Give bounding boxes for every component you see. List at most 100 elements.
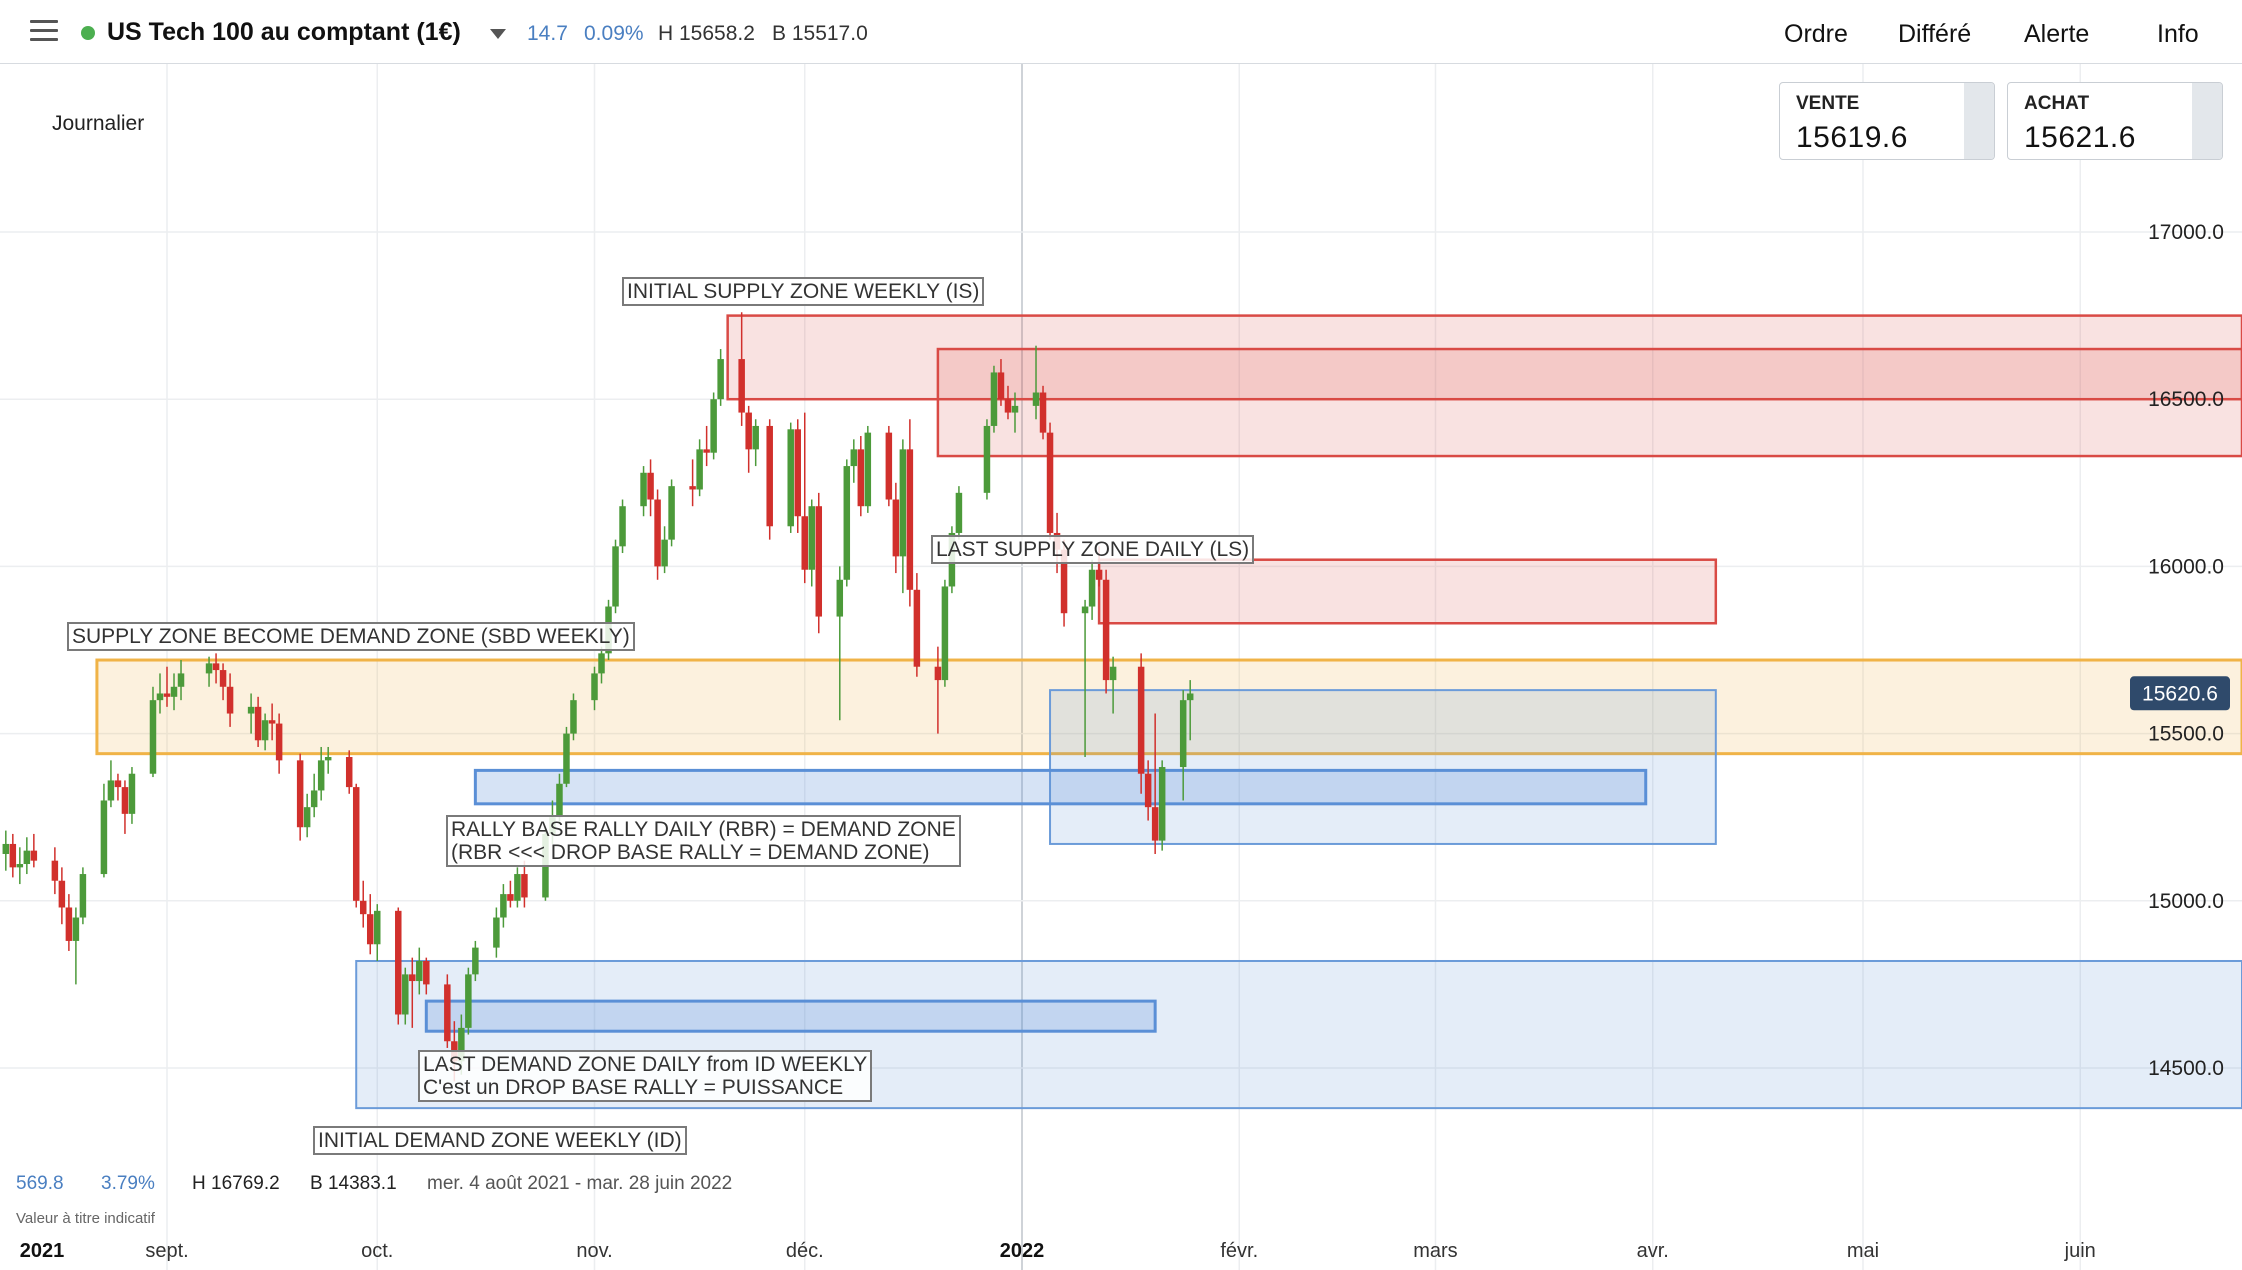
candle-up <box>1011 405 1019 413</box>
candle-up <box>1081 606 1089 614</box>
annotation-initial-demand[interactable]: INITIAL DEMAND ZONE WEEKLY (ID) <box>313 1126 687 1155</box>
candle-up <box>16 864 24 868</box>
candle-down <box>892 499 900 557</box>
current-price-tag <box>2130 676 2230 711</box>
annotation-text: LAST DEMAND ZONE DAILY from ID WEEKLY <box>423 1053 868 1076</box>
range-change-percent: 3.79% <box>101 1173 155 1194</box>
candle-up <box>563 733 570 784</box>
candle-down <box>906 449 914 590</box>
order-button[interactable]: Ordre <box>1784 20 1848 48</box>
candle-down <box>1137 666 1145 774</box>
sell-label: VENTE <box>1796 93 1860 114</box>
annotation-text: INITIAL DEMAND ZONE WEEKLY (ID) <box>318 1129 682 1152</box>
candle-down <box>268 720 276 724</box>
candle-up <box>941 586 949 681</box>
range-high: H 16769.2 <box>192 1173 280 1194</box>
candle-down <box>121 787 129 814</box>
candle-down <box>647 472 654 500</box>
x-axis-label: juin <box>2064 1240 2096 1262</box>
info-button[interactable]: Info <box>2157 20 2199 48</box>
candle-down <box>654 499 661 567</box>
annotation-last-supply[interactable]: LAST SUPPLY ZONE DAILY (LS) <box>931 535 1255 564</box>
candle-up <box>661 539 668 567</box>
candle-up <box>983 425 991 493</box>
candle-down <box>51 860 59 881</box>
candle-down <box>1046 432 1054 533</box>
timeframe-label[interactable]: Journalier <box>52 112 145 135</box>
candle-up <box>317 760 325 791</box>
candle-up <box>493 917 500 948</box>
candle-up <box>598 653 605 674</box>
sell-price-box[interactable]: VENTE 15619.6 <box>1779 82 1995 160</box>
buy-label: ACHAT <box>2024 93 2090 114</box>
candle-down <box>444 984 451 1042</box>
candle-down <box>857 449 865 507</box>
candle-up <box>247 706 255 714</box>
candle-up <box>472 947 479 975</box>
y-axis-label: 17000.0 <box>2148 221 2224 244</box>
candle-up <box>570 700 577 734</box>
x-axis-label: déc. <box>785 1240 824 1262</box>
candle-up <box>990 372 998 426</box>
candle-down <box>1039 392 1047 433</box>
candle-down <box>1095 569 1103 580</box>
annotation-last-demand[interactable]: LAST DEMAND ZONE DAILY from ID WEEKLY C'… <box>418 1050 873 1102</box>
x-axis-label: 2022 <box>999 1240 1045 1262</box>
zone-last-demand-daily <box>424 999 1157 1033</box>
candle-down <box>423 960 430 985</box>
alert-button[interactable]: Alerte <box>2024 20 2090 48</box>
price-change: 14.7 <box>527 22 568 45</box>
candle-up <box>107 780 115 801</box>
candle-up <box>149 700 157 774</box>
current-price-label: 15620.6 <box>2142 682 2218 705</box>
candle-down <box>801 516 808 570</box>
candle-up <box>1158 767 1166 841</box>
candle-down <box>409 974 416 982</box>
x-axis-label: nov. <box>576 1240 613 1262</box>
candle-down <box>366 914 374 945</box>
candle-up <box>619 506 626 547</box>
chevron-down-icon[interactable] <box>490 29 506 39</box>
candle-up <box>591 673 598 701</box>
y-axis-label: 14500.0 <box>2148 1057 2224 1080</box>
candle-down <box>65 907 73 941</box>
y-axis-label: 15000.0 <box>2148 890 2224 913</box>
candle-down <box>815 506 823 617</box>
menu-icon[interactable] <box>30 20 58 44</box>
candle-up <box>640 472 647 507</box>
annotation-sbd[interactable]: SUPPLY ZONE BECOME DEMAND ZONE (SBD WEEK… <box>67 622 635 651</box>
candle-down <box>58 880 66 908</box>
buy-price-box[interactable]: ACHAT 15621.6 <box>2007 82 2223 160</box>
instrument-title[interactable]: US Tech 100 au comptant (1€) <box>107 18 461 46</box>
candle-down <box>352 787 360 901</box>
day-low: B 15517.0 <box>772 22 868 45</box>
candle-up <box>955 492 963 533</box>
y-axis-label: 16500.0 <box>2148 388 2224 411</box>
candle-down <box>507 894 514 901</box>
day-high: H 15658.2 <box>658 22 755 45</box>
price-chart[interactable]: 17000.0 16500.0 16000.0 15500.0 15000.0 14500… <box>0 64 2242 1270</box>
x-axis-label: avr. <box>1636 1240 1669 1262</box>
candle-down <box>766 425 773 527</box>
candle-down <box>114 780 122 788</box>
candle-down <box>703 449 710 453</box>
candle-up <box>787 429 794 527</box>
annotation-initial-supply[interactable]: INITIAL SUPPLY ZONE WEEKLY (IS) <box>622 277 985 306</box>
x-axis-label: 2021 <box>19 1240 65 1262</box>
annotation-text: LAST SUPPLY ZONE DAILY (LS) <box>936 538 1250 561</box>
candle-down <box>885 432 893 500</box>
candle-up <box>717 359 724 400</box>
candle-down <box>163 693 171 697</box>
candle-down <box>9 843 17 868</box>
candle-down <box>738 359 745 413</box>
annotation-text: INITIAL SUPPLY ZONE WEEKLY (IS) <box>627 280 980 303</box>
zone-last-supply-daily <box>1097 558 1718 625</box>
candle-down <box>254 706 262 741</box>
candle-up <box>324 757 332 761</box>
candle-up <box>465 974 472 1028</box>
candle-up <box>612 546 619 607</box>
candle-down <box>997 372 1005 400</box>
annotation-rbr[interactable]: RALLY BASE RALLY DAILY (RBR) = DEMAND ZO… <box>446 815 961 867</box>
candle-up <box>310 790 318 808</box>
deferred-order-button[interactable]: Différé <box>1898 20 1972 48</box>
